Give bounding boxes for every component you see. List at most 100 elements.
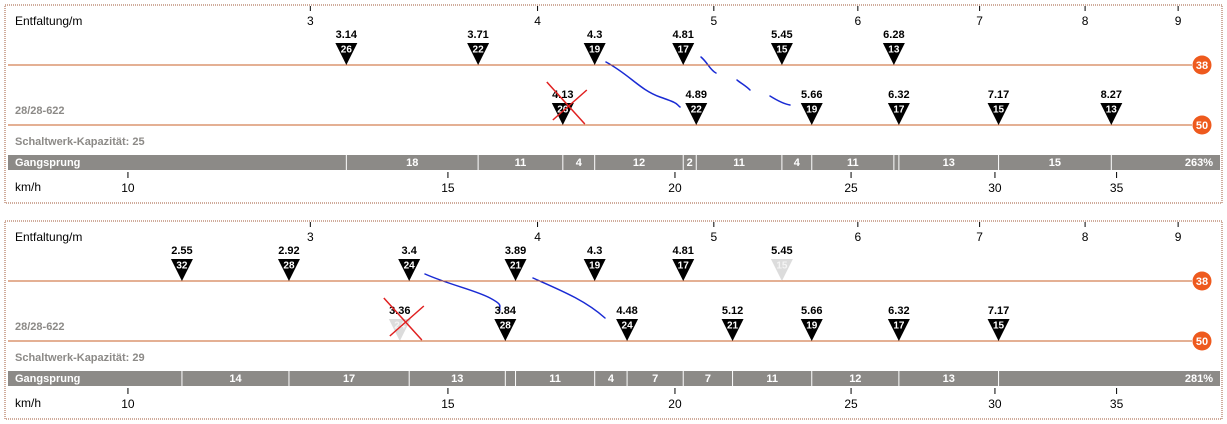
gear-marker	[887, 319, 910, 341]
sprocket-label: 22	[473, 45, 485, 56]
development-label: 2.92	[278, 245, 299, 257]
sprocket-label: 19	[806, 105, 818, 116]
step-bar	[8, 371, 1220, 386]
step-label: 13	[451, 373, 463, 385]
tick-label: 30	[988, 397, 1002, 411]
tick-label: 15	[441, 397, 455, 411]
development-label: 3.89	[505, 245, 526, 257]
chainring-teeth: 50	[1196, 336, 1208, 348]
tick-label: 25	[844, 181, 858, 195]
tick-label: 6	[854, 230, 861, 244]
development-label: 5.45	[771, 29, 792, 41]
chainring-badge	[1192, 115, 1212, 135]
axis-label: km/h	[15, 396, 41, 410]
gear-marker	[882, 43, 905, 65]
development-label: 6.32	[888, 89, 909, 101]
hand-line	[605, 61, 681, 108]
step-label: 13	[943, 373, 955, 385]
setup-label: 28/28-622	[15, 321, 65, 333]
panel-frame	[4, 220, 1223, 420]
development-label: 3.4	[402, 245, 418, 257]
gear-marker	[887, 103, 910, 125]
hand-line	[736, 79, 751, 91]
sprocket-label: 19	[589, 45, 601, 56]
sprocket-label: 17	[678, 261, 690, 272]
step-bar-label: Gangsprung	[15, 373, 80, 385]
step-label: 14	[229, 373, 242, 385]
capacity-label: Schaltwerk-Kapazität: 25	[15, 136, 145, 148]
development-label: 7.17	[988, 305, 1009, 317]
capacity-label: Schaltwerk-Kapazität: 29	[15, 352, 145, 364]
tick-label: 6	[854, 14, 861, 28]
gear-marker	[770, 43, 793, 65]
gear-marker	[398, 259, 421, 281]
step-label: 4	[608, 373, 615, 385]
tick-label: 10	[121, 397, 135, 411]
step-label: 13	[943, 157, 955, 169]
sprocket-label: 17	[893, 105, 905, 116]
range-label: 263%	[1185, 157, 1213, 169]
step-label: 17	[343, 373, 355, 385]
step-label: 11	[515, 157, 527, 169]
sprocket-label: 13	[888, 45, 900, 56]
chainring-badge	[1192, 271, 1212, 291]
development-label: 5.66	[801, 305, 822, 317]
step-label: 15	[1049, 157, 1061, 169]
development-label: 2.55	[171, 245, 192, 257]
tick-label: 8	[1082, 14, 1089, 28]
panel: Entfaltung/m 3 4 5 6 7 8 9 38 3.14 26 3.71 22 4.3 19 4.…	[4, 4, 1223, 204]
development-label: 5.12	[722, 305, 743, 317]
development-label: 3.36	[389, 305, 410, 317]
tick-label: 20	[668, 181, 682, 195]
sprocket-label: 22	[691, 105, 703, 116]
gear-marker	[987, 103, 1010, 125]
sprocket-label: 26	[341, 45, 353, 56]
tick-label: 35	[1110, 181, 1124, 195]
tick-label: 3	[307, 230, 314, 244]
chainring-teeth: 38	[1196, 60, 1208, 72]
gear-marker	[494, 319, 517, 341]
gear-marker	[672, 259, 695, 281]
development-label: 5.45	[771, 245, 792, 257]
development-label: 6.28	[883, 29, 904, 41]
development-label: 7.17	[988, 89, 1009, 101]
gear-marker	[800, 103, 823, 125]
hand-line	[700, 56, 717, 74]
chainring-badge	[1192, 331, 1212, 351]
step-label: 4	[794, 157, 801, 169]
development-label: 3.14	[336, 29, 358, 41]
step-label: 11	[766, 373, 778, 385]
tick-label: 8	[1082, 230, 1089, 244]
tick-label: 5	[710, 230, 717, 244]
tick-label: 20	[668, 397, 682, 411]
gear-marker	[1100, 103, 1123, 125]
gear-marker	[504, 259, 527, 281]
tick-label: 25	[844, 397, 858, 411]
tick-label: 3	[307, 14, 314, 28]
development-label: 4.3	[587, 245, 602, 257]
step-bar-label: Gangsprung	[15, 157, 80, 169]
tick-label: 30	[988, 181, 1002, 195]
hand-line	[769, 95, 791, 106]
gear-marker	[672, 43, 695, 65]
tick-label: 5	[710, 14, 717, 28]
development-label: 4.48	[616, 305, 637, 317]
axis-label: Entfaltung/m	[15, 14, 82, 28]
hand-line	[424, 273, 501, 311]
panel: Entfaltung/m 3 4 5 6 7 8 9 38 2.55 32 2.92 28 3.4 24 3.…	[4, 220, 1223, 420]
step-label: 18	[406, 157, 418, 169]
sprocket-label: 19	[589, 261, 601, 272]
tick-label: 15	[441, 181, 455, 195]
sprocket-label: 21	[727, 321, 739, 332]
sprocket-label: 15	[993, 321, 1005, 332]
gear-marker	[277, 259, 300, 281]
gear-marker	[583, 43, 606, 65]
axis-label: Entfaltung/m	[15, 230, 82, 244]
sprocket-label: 13	[1106, 105, 1118, 116]
development-label: 3.71	[467, 29, 488, 41]
step-label: 7	[652, 373, 658, 385]
step-label: 11	[847, 157, 859, 169]
gear-marker	[388, 319, 411, 341]
development-label: 4.3	[587, 29, 602, 41]
tick-label: 10	[121, 181, 135, 195]
